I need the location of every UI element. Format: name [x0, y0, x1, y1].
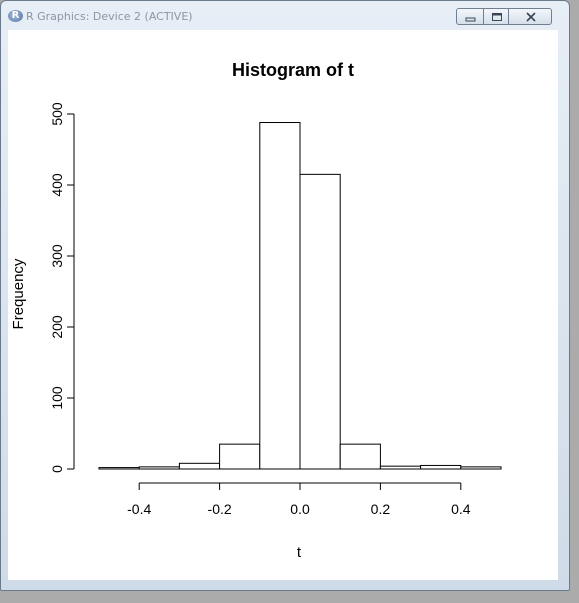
r-graphics-window: R R Graphics: Device 2 (ACTIVE) [0, 0, 570, 591]
y-axis: 0 100 200 300 400 500 [49, 102, 75, 473]
minimize-icon [465, 17, 476, 22]
title-bar[interactable]: R R Graphics: Device 2 (ACTIVE) [1, 1, 569, 29]
histogram-chart: Histogram of t t Frequency -0.4 -0.2 0.0 0.… [10, 60, 502, 561]
x-tick-label: -0.2 [208, 501, 232, 517]
chart-title: Histogram of t [232, 60, 354, 80]
x-axis-label: t [297, 544, 302, 561]
y-tick-label: 0 [49, 465, 65, 473]
x-tick-label: -0.4 [127, 501, 151, 517]
histogram-bar [138, 466, 180, 470]
histogram-bar [178, 462, 221, 470]
histogram-bar [299, 173, 341, 470]
y-tick-label: 200 [49, 315, 65, 339]
y-tick-label: 500 [49, 102, 65, 126]
plot-area: Histogram of t t Frequency -0.4 -0.2 0.0 0.… [8, 30, 558, 580]
histogram-bar [98, 467, 140, 470]
histogram-bars [98, 122, 502, 470]
y-axis-label: Frequency [10, 258, 27, 329]
histogram-bar [379, 465, 422, 470]
maximize-icon [492, 13, 502, 21]
maximize-button[interactable] [483, 8, 509, 25]
close-icon [526, 12, 536, 22]
minimize-button[interactable] [456, 8, 484, 25]
histogram-bar [259, 122, 301, 470]
r-logo-icon: R [8, 10, 23, 22]
histogram-bar [460, 466, 502, 470]
y-tick-label: 400 [49, 173, 65, 197]
histogram-bar [420, 464, 462, 470]
x-tick-label: 0.0 [290, 501, 310, 517]
y-tick-label: 100 [49, 386, 65, 410]
x-tick-label: 0.4 [451, 501, 471, 517]
histogram-bar [219, 443, 261, 470]
window-title: R Graphics: Device 2 (ACTIVE) [26, 10, 193, 23]
y-tick-label: 300 [49, 244, 65, 268]
histogram-bar [339, 443, 381, 470]
x-axis: -0.4 -0.2 0.0 0.2 0.4 [127, 482, 471, 517]
close-button[interactable] [508, 8, 552, 25]
x-tick-label: 0.2 [371, 501, 391, 517]
